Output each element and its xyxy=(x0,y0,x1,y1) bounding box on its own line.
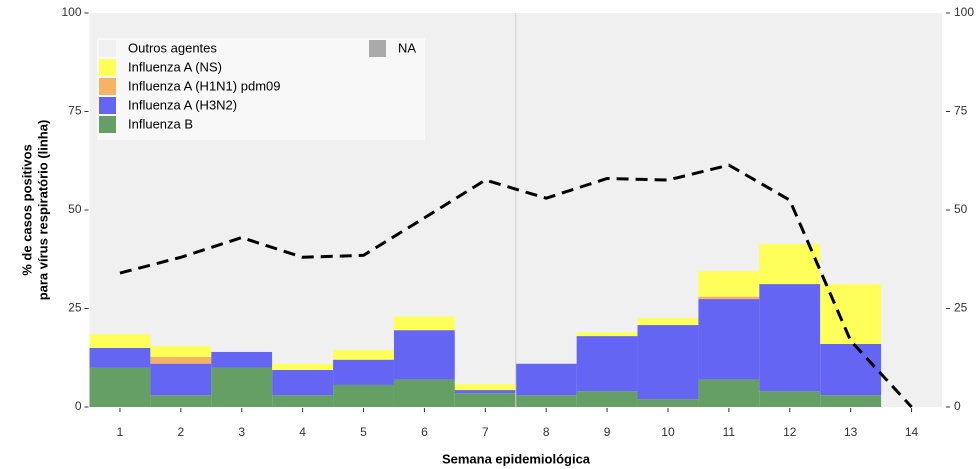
bar-segment xyxy=(637,317,699,326)
x-tick-label: 11 xyxy=(723,425,736,439)
bar-segment xyxy=(150,395,212,407)
bar-segment xyxy=(820,13,882,285)
bar-segment xyxy=(211,367,273,407)
bar-segment xyxy=(576,332,638,337)
bar-segment xyxy=(576,13,638,333)
bar-segment xyxy=(333,349,394,360)
x-tick-label: 6 xyxy=(421,425,428,439)
x-tick-label: 13 xyxy=(844,425,858,439)
bar-segment xyxy=(272,363,334,370)
bar-segment xyxy=(637,325,699,400)
bar-segment xyxy=(393,379,455,407)
x-tick-label: 4 xyxy=(299,425,306,439)
legend-key xyxy=(99,40,116,57)
bar-segment xyxy=(759,13,821,244)
bar-segment xyxy=(576,336,638,392)
bar-segment xyxy=(272,395,334,407)
bar-segment xyxy=(698,299,760,380)
bar-segment xyxy=(393,330,455,380)
bar-segment xyxy=(698,13,760,272)
bar-segment xyxy=(150,363,212,396)
y-tick-label: 50 xyxy=(68,202,82,216)
bar-segment xyxy=(637,13,699,318)
legend-label: NA xyxy=(398,40,416,55)
x-axis-label: Semana epidemiológica xyxy=(442,451,591,466)
y-tick-label: 100 xyxy=(61,5,81,19)
legend-key xyxy=(99,116,116,133)
x-tick-label: 1 xyxy=(117,425,124,439)
bar-segment xyxy=(454,390,516,394)
bar-segment xyxy=(759,391,821,407)
positivity-line xyxy=(119,163,913,409)
bar-segment xyxy=(454,13,516,385)
legend-key xyxy=(369,40,386,57)
y-axis-label: para vírus respiratório (linha) xyxy=(35,120,50,301)
bar-segment xyxy=(272,369,334,396)
y-axis-label: % de casos positivos xyxy=(19,144,34,276)
legend-key xyxy=(99,59,116,76)
bar-segment xyxy=(150,356,212,364)
legend-label: Influenza B xyxy=(128,116,193,131)
x-tick-label: 10 xyxy=(661,425,675,439)
bar-segment xyxy=(454,384,516,391)
y-tick-label: 25 xyxy=(68,301,82,315)
legend-key xyxy=(99,78,116,95)
y2-tick-label: 25 xyxy=(954,301,968,315)
y-tick-label: 0 xyxy=(75,399,82,413)
bar-segment xyxy=(89,367,151,407)
bar-segment xyxy=(698,296,760,300)
x-tick-label: 8 xyxy=(543,425,550,439)
bar-segment xyxy=(698,271,760,297)
x-tick-label: 3 xyxy=(238,425,245,439)
bar-segment xyxy=(820,395,882,407)
bar-segment xyxy=(637,399,699,407)
bar-segment xyxy=(759,284,821,392)
bar-segment xyxy=(333,359,394,385)
legend-label: Outros agentes xyxy=(128,40,217,55)
bar-segment xyxy=(89,347,151,368)
legend-key xyxy=(99,97,116,114)
bar-segment xyxy=(820,343,882,396)
x-tick-label: 2 xyxy=(177,425,184,439)
y2-tick-label: 0 xyxy=(954,399,961,413)
bar-segment xyxy=(515,395,577,407)
bar-segment xyxy=(698,379,760,407)
bar-segment xyxy=(576,391,638,407)
bar-segment xyxy=(333,384,394,407)
bar-segment xyxy=(211,351,273,368)
legend-label: Influenza A (NS) xyxy=(128,59,222,74)
bar-segment xyxy=(515,13,577,364)
bar-segment xyxy=(454,393,516,407)
x-tick-label: 14 xyxy=(905,425,919,439)
y2-tick-label: 100 xyxy=(954,5,974,19)
y2-tick-label: 50 xyxy=(954,202,968,216)
y2-tick-label: 75 xyxy=(954,104,968,118)
bar-segment xyxy=(515,363,577,396)
x-tick-label: 9 xyxy=(604,425,611,439)
y-tick-label: 75 xyxy=(68,104,82,118)
legend-label: Influenza A (H1N1) pdm09 xyxy=(128,78,280,93)
x-tick-label: 7 xyxy=(482,425,489,439)
legend-label: Influenza A (H3N2) xyxy=(128,97,237,112)
bar-segment xyxy=(393,316,455,331)
x-tick-label: 12 xyxy=(783,425,797,439)
bar-segment xyxy=(150,345,212,357)
bar-segment xyxy=(89,334,151,348)
x-tick-label: 5 xyxy=(360,425,367,439)
